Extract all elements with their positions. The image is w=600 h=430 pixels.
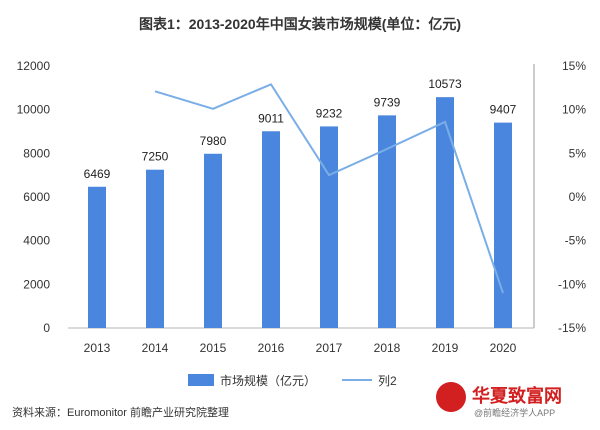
y-right-tick-label: 15% (562, 59, 586, 73)
legend-label-bar: 市场规模（亿元） (220, 373, 316, 388)
y-right-tick-label: 10% (562, 103, 586, 117)
bar (88, 186, 106, 328)
watermark-logo-icon (436, 382, 466, 412)
line-series (154, 83, 504, 294)
x-tick-label: 2018 (374, 341, 401, 355)
bar-data-label: 6469 (84, 167, 111, 181)
x-tick-label: 2016 (258, 341, 285, 355)
bar-data-label: 7980 (200, 134, 227, 148)
y-left-tick-label: 0 (43, 321, 50, 335)
legend-swatch-bar (188, 374, 214, 386)
y-left-tick-label: 10000 (17, 103, 51, 117)
x-tick-label: 2019 (432, 341, 459, 355)
bar-data-label: 9407 (490, 103, 517, 117)
bar (320, 126, 338, 329)
y-left-tick-label: 4000 (23, 234, 50, 248)
watermark-subtext: @前瞻经济学人APP (474, 408, 556, 418)
y-left-tick-label: 2000 (23, 277, 50, 291)
watermark: 华夏致富网 @前瞻经济学人APP (430, 378, 590, 424)
y-right-tick-label: -15% (558, 321, 586, 335)
x-tick-label: 2020 (490, 341, 517, 355)
bar-data-label: 7250 (142, 150, 169, 164)
bar (494, 122, 512, 328)
y-right-tick-label: 5% (569, 146, 587, 160)
chart-title: 图表1：2013-2020年中国女装市场规模(单位：亿元) (138, 16, 462, 32)
bar-data-label: 9232 (316, 106, 343, 120)
bar (146, 169, 164, 328)
y-right-tick-label: -5% (565, 234, 587, 248)
x-tick-label: 2017 (316, 341, 343, 355)
bar (262, 131, 280, 328)
x-tick-label: 2015 (200, 341, 227, 355)
bar-data-label: 10573 (428, 77, 462, 91)
x-tick-label: 2013 (84, 341, 111, 355)
bar (436, 97, 454, 329)
bar-data-label: 9011 (258, 111, 284, 125)
y-right-tick-label: 0% (569, 190, 587, 204)
legend-label-line: 列2 (378, 374, 397, 388)
x-tick-label: 2014 (142, 341, 169, 355)
bar-data-label: 9739 (374, 95, 401, 109)
watermark-text: 华夏致富网 (472, 386, 562, 406)
y-left-tick-label: 8000 (23, 146, 50, 160)
y-right-tick-label: -10% (558, 277, 586, 291)
source-note: 资料来源：Euromonitor 前瞻产业研究院整理 (12, 407, 229, 419)
bar (378, 115, 396, 328)
y-left-tick-label: 6000 (23, 190, 50, 204)
y-left-tick-label: 12000 (17, 59, 51, 73)
bar (204, 153, 222, 328)
